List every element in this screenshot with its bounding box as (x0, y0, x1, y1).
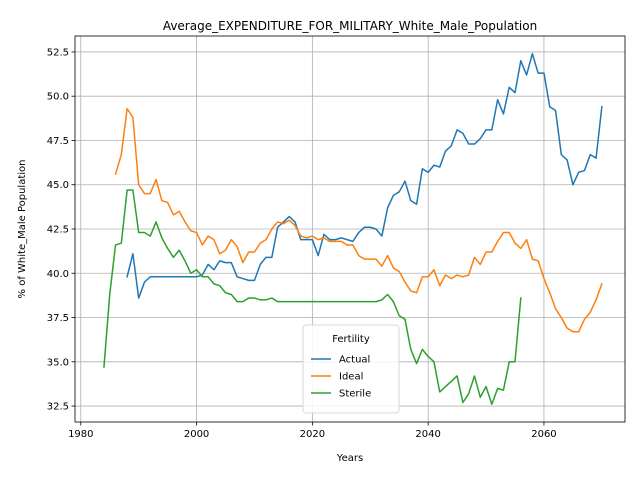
y-tick-label: 32.5 (47, 402, 69, 413)
series-line-sterile (103, 189, 522, 406)
y-tick-label: 37.5 (47, 313, 69, 324)
x-tick-label: 2020 (300, 429, 325, 440)
y-tick-label: 52.5 (47, 47, 69, 58)
x-axis-ticks: 1980 2000 2020 2040 2060 (68, 422, 557, 440)
chart-title: Average_EXPENDITURE_FOR_MILITARY_White_M… (163, 19, 537, 33)
y-tick-label: 35.0 (47, 357, 69, 368)
legend-label-sterile: Sterile (339, 389, 371, 400)
x-tick-label: 2040 (415, 429, 440, 440)
x-tick-label: 1980 (68, 429, 93, 440)
x-tick-label: 2060 (531, 429, 556, 440)
x-tick-label: 2000 (184, 429, 209, 440)
y-axis-label: % of White_Male Population (17, 160, 28, 299)
legend-title: Fertility (332, 334, 370, 345)
y-axis-ticks: 32.5 35.0 37.5 40.0 42.5 45.0 47.5 50.0 52.5 (47, 47, 75, 413)
legend-box (302, 324, 400, 414)
y-tick-label: 45.0 (47, 180, 69, 191)
x-axis-label: Years (336, 453, 363, 464)
legend-label-ideal: Ideal (339, 372, 363, 383)
legend-entries: Actual Ideal Sterile (311, 355, 371, 400)
legend: Fertility Actual Ideal Sterile (302, 324, 400, 414)
y-tick-label: 40.0 (47, 269, 69, 280)
series-lines (103, 52, 603, 406)
legend-label-actual: Actual (339, 355, 370, 366)
y-tick-label: 50.0 (47, 92, 69, 103)
series-line-ideal (114, 107, 603, 333)
y-tick-label: 47.5 (47, 136, 69, 147)
y-tick-label: 42.5 (47, 225, 69, 236)
series-line-actual (126, 52, 603, 299)
